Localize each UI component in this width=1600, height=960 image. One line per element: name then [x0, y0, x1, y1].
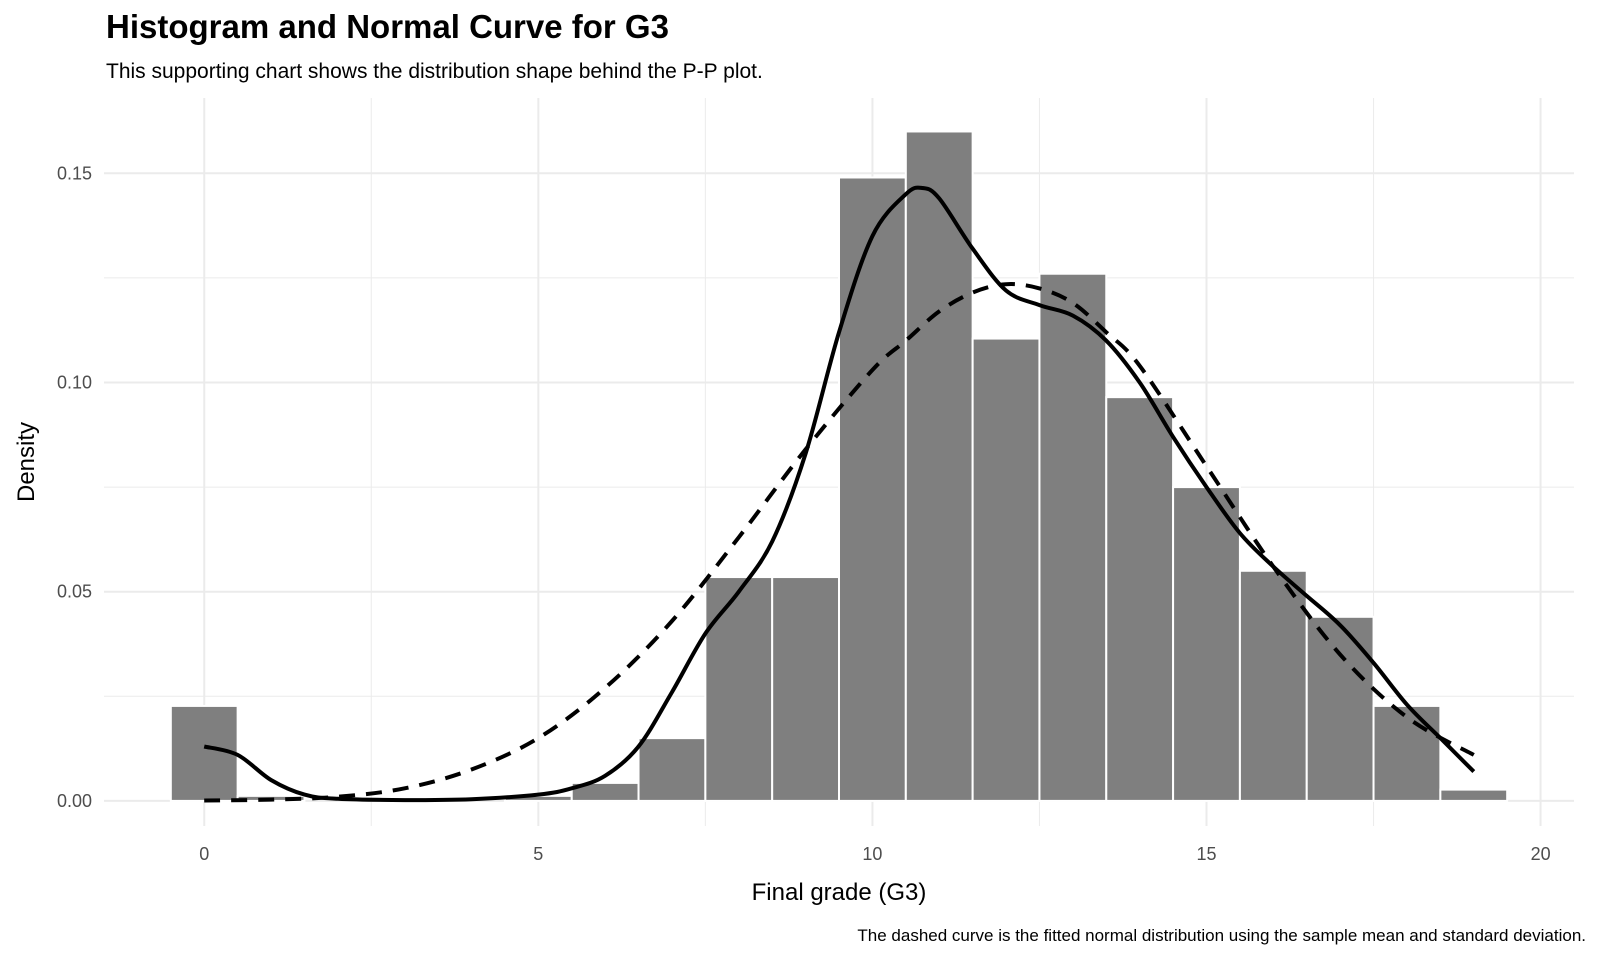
- histogram-bar: [1439, 788, 1509, 802]
- chart-subtitle: This supporting chart shows the distribu…: [106, 60, 763, 83]
- chart-title: Histogram and Normal Curve for G3: [106, 8, 669, 45]
- axis-ticks: 0 5 10 15 20 0.00 0.05 0.10 0.15: [57, 163, 1551, 864]
- histogram-bar: [704, 576, 774, 802]
- y-tick-label: 0.15: [57, 163, 92, 183]
- histogram-bar: [1305, 615, 1375, 802]
- y-tick-label: 0.05: [57, 582, 92, 602]
- y-tick-label: 0.00: [57, 791, 92, 811]
- x-tick-label: 10: [862, 844, 882, 864]
- x-tick-label: 0: [199, 844, 209, 864]
- y-axis-title: Density: [13, 422, 40, 502]
- histogram-bar: [971, 337, 1041, 802]
- histogram-bar: [169, 704, 239, 802]
- normal-curve-dashed: [204, 282, 1475, 803]
- histogram-bar: [1105, 396, 1175, 802]
- histogram-bar: [904, 130, 974, 802]
- density-curves: [203, 185, 1476, 803]
- histogram-bar: [1172, 486, 1241, 802]
- histogram-bar: [1372, 704, 1442, 802]
- x-tick-label: 5: [533, 844, 543, 864]
- histogram-bar: [1038, 272, 1108, 802]
- histogram-bar: [771, 576, 841, 802]
- chart-caption: The dashed curve is the fitted normal di…: [857, 926, 1586, 945]
- y-tick-label: 0.10: [57, 373, 92, 393]
- histogram-bar: [1238, 569, 1308, 802]
- x-tick-label: 20: [1531, 844, 1551, 864]
- x-tick-label: 15: [1196, 844, 1216, 864]
- histogram-bar: [838, 176, 907, 802]
- density-curve-solid: [203, 185, 1476, 803]
- histogram-bars: [169, 130, 1509, 802]
- histogram-bar: [637, 737, 707, 802]
- x-axis-title: Final grade (G3): [752, 879, 927, 906]
